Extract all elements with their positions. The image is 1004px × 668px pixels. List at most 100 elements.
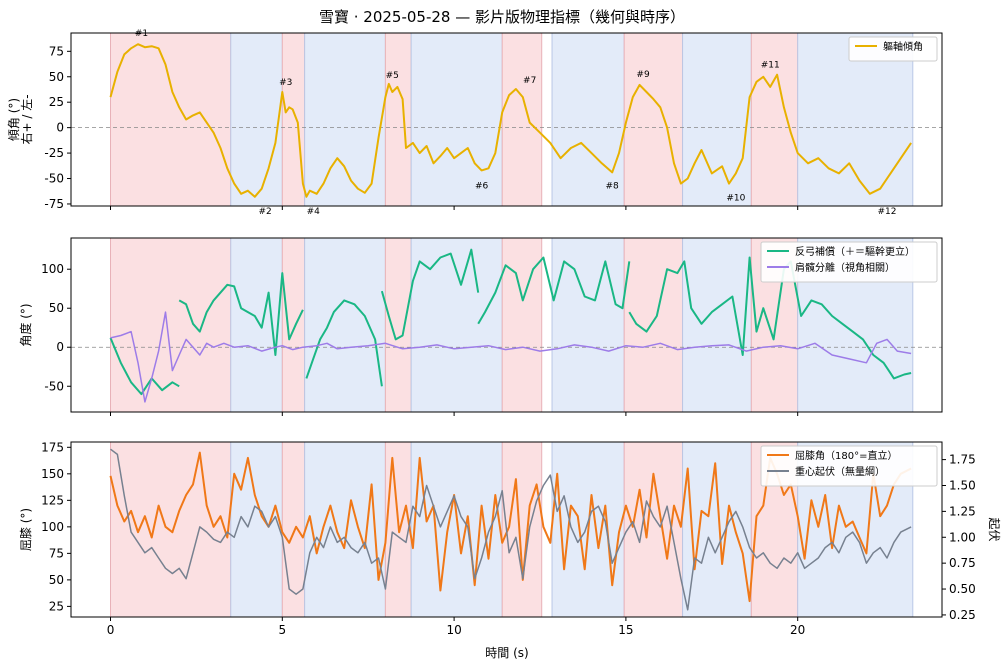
series-line-middle-1 (110, 311, 912, 403)
phase-band (751, 33, 798, 206)
peak-annotation: #11 (761, 61, 780, 71)
peak-annotation: #4 (307, 207, 321, 217)
y-tick-label: 75 (49, 546, 64, 560)
phase-band (282, 238, 305, 412)
series-line-middle-0 (628, 256, 912, 380)
y-axis-label: 角度 (°) (18, 303, 33, 346)
y-tick-label: -75 (44, 197, 64, 211)
legend-box (760, 241, 938, 283)
peak-annotation: #8 (606, 181, 620, 191)
panels: #1 #2 #3 #4 #5 #6 #7 #8 #9 #10 #11 #12 -75 -50 -25 0 25 5… (7, 29, 1001, 637)
legend-label: 屈膝角（180°=直立） (795, 449, 897, 462)
y2-tick-label: 0.75 (949, 556, 976, 570)
phase-band (502, 33, 542, 206)
series-line-middle-0 (305, 299, 383, 387)
y-tick-label: 0 (56, 340, 64, 354)
series-line-top-0 (109, 43, 912, 198)
peak-annotation: #9 (636, 70, 650, 80)
x-tick-label: 0 (107, 623, 115, 637)
phase-band (282, 442, 305, 617)
plot-frame (70, 441, 943, 618)
phase-band (304, 33, 386, 206)
y-tick-label: -50 (44, 379, 64, 393)
phase-band (411, 33, 503, 206)
phase-band (411, 442, 503, 617)
legend-box (760, 445, 938, 487)
series-line-middle-0 (380, 248, 480, 341)
x-tick-label: 5 (278, 623, 286, 637)
phase-band (624, 442, 683, 617)
legend: 屈膝角（180°=直立） 重心起伏（無量綱） (760, 445, 938, 487)
phase-band (110, 442, 231, 617)
x-tick-label: 20 (790, 623, 805, 637)
plot-frame (70, 237, 943, 413)
y2-tick-label: 0.25 (949, 608, 976, 622)
peak-annotation: #1 (135, 29, 148, 39)
y-tick-label: 150 (41, 467, 64, 481)
phase-band (552, 33, 625, 206)
y-tick-label: 50 (49, 70, 64, 84)
phase-band (797, 33, 913, 206)
panel-bottom: 0 5 10 15 20 25 50 75 100 125 150 175 0.25 0.50 0.75 1.… (19, 440, 1001, 637)
phase-band (230, 33, 283, 206)
x-tick-label: 15 (618, 623, 633, 637)
y2-tick-label: 1.50 (949, 478, 976, 492)
y-axis-label: 傾角 (°) (7, 98, 21, 141)
y2-tick-label: 0.50 (949, 582, 976, 596)
phase-band (282, 33, 305, 206)
legend-label: 重心起伏（無量綱） (795, 465, 885, 478)
legend-label: 軀軸傾角 (883, 40, 923, 53)
plot-frame (70, 32, 943, 207)
y-tick-label: 0 (56, 121, 64, 135)
phase-band (304, 238, 386, 412)
panel-top: #1 #2 #3 #4 #5 #6 #7 #8 #9 #10 #11 #12 -75 -50 -25 0 25 5… (7, 29, 943, 217)
y-tick-label: 75 (49, 44, 64, 58)
y2-axis-label: 起伏 (987, 517, 1001, 541)
y-tick-label: 50 (49, 301, 64, 315)
peak-annotation: #5 (386, 71, 399, 81)
phase-band (230, 442, 283, 617)
peak-annotation: #7 (523, 76, 536, 86)
peak-annotation: #12 (878, 207, 897, 217)
y2-tick-label: 1.00 (949, 530, 976, 544)
phase-band (385, 238, 412, 412)
phase-band (682, 442, 752, 617)
peak-annotation: #3 (279, 78, 292, 88)
phase-band (110, 238, 231, 412)
series-line-middle-0 (109, 337, 180, 396)
y2-tick-label: 1.75 (949, 453, 976, 467)
legend-label: 肩髖分離（視角相關） (795, 261, 895, 274)
series-line-bottom-1 (110, 448, 912, 611)
y-tick-label: 25 (49, 599, 64, 613)
phase-band (624, 33, 683, 206)
series-line-middle-0 (477, 256, 631, 325)
y-tick-label: 25 (49, 95, 64, 109)
phase-band (552, 238, 625, 412)
peak-annotation: #6 (475, 181, 489, 191)
y-tick-label: 100 (41, 262, 64, 276)
series-line-middle-0 (178, 272, 304, 356)
peak-annotation: #10 (726, 194, 745, 204)
figure-title: 雪寶 · 2025-05-28 — 影片版物理指標（幾何與時序） (319, 8, 685, 26)
y-axis-label-sub: 右+ / 左- (19, 94, 34, 144)
x-axis-label: 時間 (s) (485, 646, 528, 660)
panel-middle: -50 0 50 100 角度 (°) 反弓補償（＋＝驅幹更立） 肩髖分離（視角相關） (18, 237, 943, 416)
legend-box (848, 36, 938, 62)
y-tick-label: 175 (41, 440, 64, 454)
y2-tick-label: 1.25 (949, 504, 976, 518)
phase-band (624, 238, 683, 412)
phase-band (682, 238, 752, 412)
legend-label: 反弓補償（＋＝驅幹更立） (795, 245, 915, 258)
phase-band (502, 238, 542, 412)
legend: 軀軸傾角 (848, 36, 938, 62)
phase-band (304, 442, 386, 617)
phase-band (385, 33, 412, 206)
y-tick-label: 125 (41, 493, 64, 507)
legend: 反弓補償（＋＝驅幹更立） 肩髖分離（視角相關） (760, 241, 938, 283)
y-tick-label: 50 (49, 573, 64, 587)
peak-annotation: #2 (258, 207, 271, 217)
phase-band (230, 238, 283, 412)
y-tick-label: -25 (44, 146, 64, 160)
phase-band (682, 33, 752, 206)
